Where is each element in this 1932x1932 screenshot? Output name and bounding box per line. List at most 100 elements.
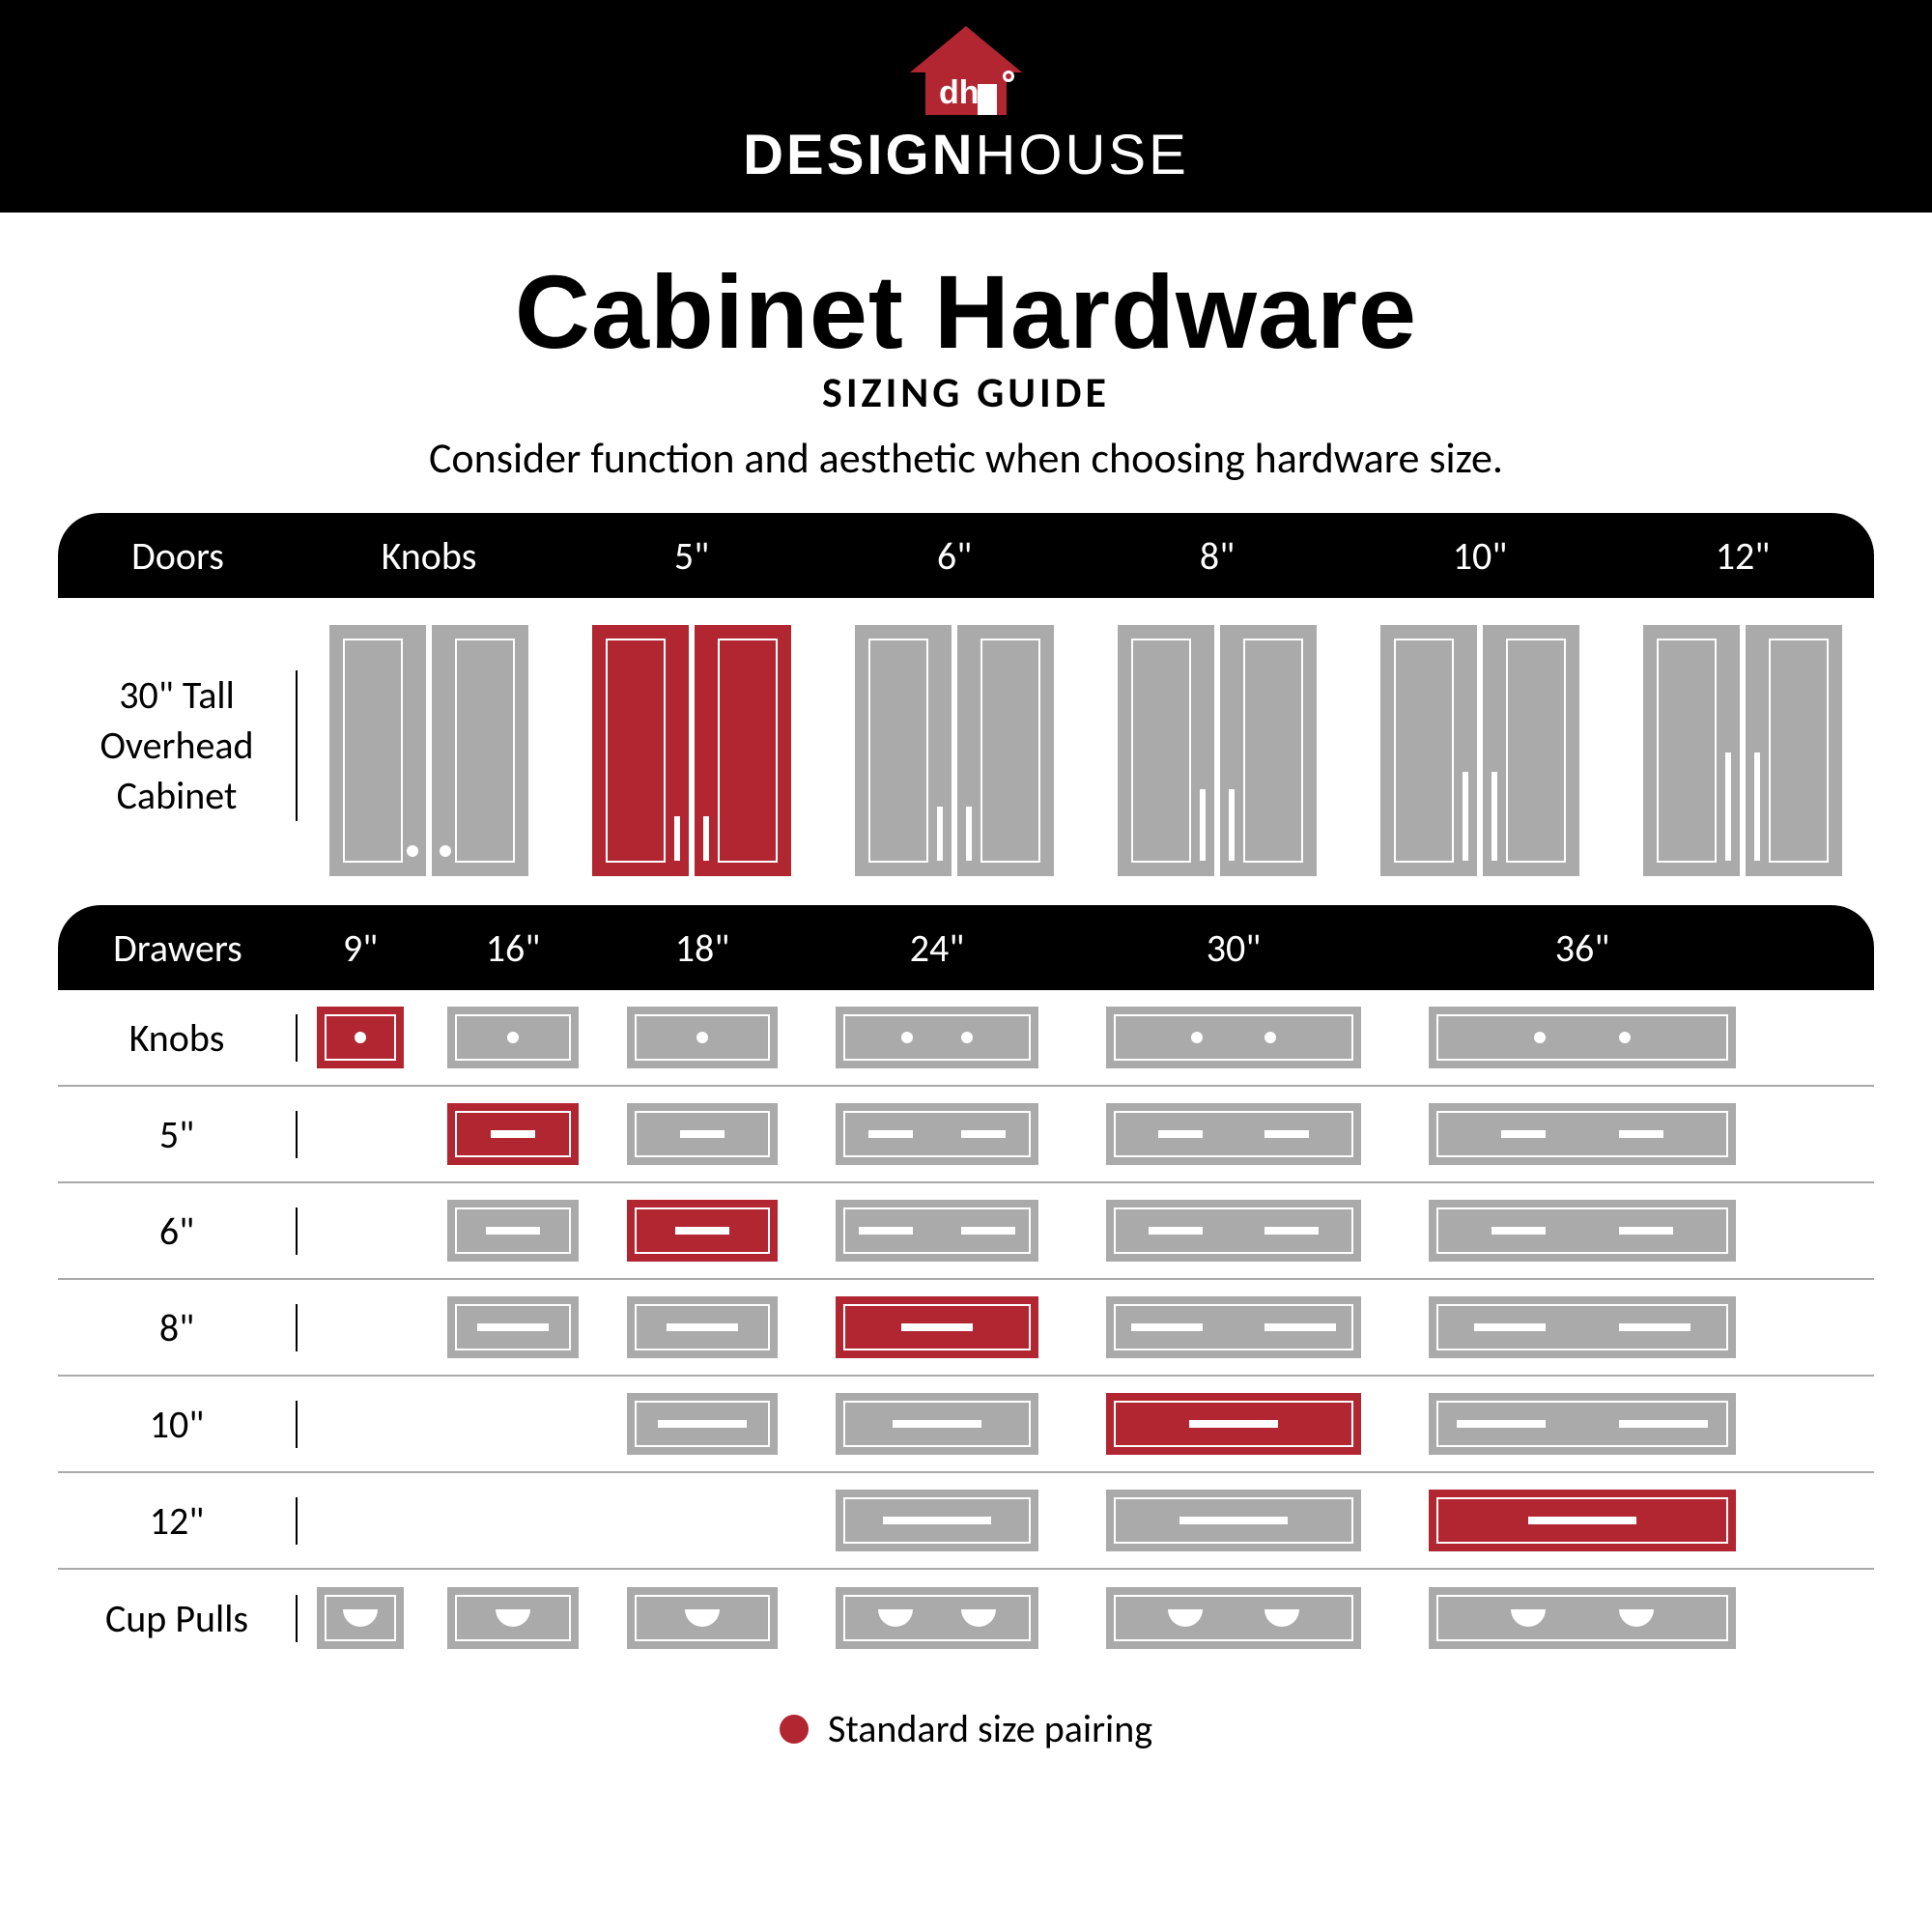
drawer-cell: [802, 1087, 1072, 1181]
drawers-col-header: 30": [1072, 924, 1395, 972]
drawer-cell: [1395, 1280, 1770, 1375]
drawer-icon: [1106, 1200, 1361, 1262]
drawers-header-row: Drawers 9"16"18"24"30"36": [58, 905, 1874, 990]
doors-header-label: Doors: [58, 532, 298, 580]
drawer-icon: [836, 1490, 1038, 1551]
drawer-row: 6": [58, 1183, 1874, 1280]
headings: Cabinet Hardware SIZING GUIDE Consider f…: [0, 213, 1932, 513]
drawer-icon: [1429, 1200, 1736, 1262]
drawer-icon: [447, 1007, 579, 1068]
drawer-cell: [603, 990, 802, 1085]
drawer-cell: [1395, 1473, 1770, 1568]
drawer-icon: [627, 1393, 778, 1455]
drawers-col-header: 24": [802, 924, 1072, 972]
page-desc: Consider function and aesthetic when cho…: [0, 432, 1932, 484]
drawer-cell: [423, 1087, 603, 1181]
doors-row-label: 30" TallOverheadCabinet: [58, 670, 298, 821]
cabinet-icon: [1643, 625, 1842, 876]
drawer-cell: [423, 1377, 603, 1471]
door-cell: [1611, 615, 1874, 876]
cabinet-icon: [855, 625, 1054, 876]
drawers-col-header: 16": [423, 924, 603, 972]
door-cell: [1086, 615, 1349, 876]
drawer-cell: [1072, 1377, 1395, 1471]
drawer-cell: [603, 1087, 802, 1181]
drawer-icon: [447, 1103, 579, 1165]
house-icon: dh: [908, 26, 1024, 123]
drawer-icon: [317, 1587, 404, 1649]
drawer-icon: [447, 1587, 579, 1649]
drawer-cell: [1395, 1570, 1770, 1666]
drawer-icon: [836, 1200, 1038, 1262]
drawer-cell: [298, 1087, 423, 1181]
drawers-col-header: 36": [1395, 924, 1770, 972]
doors-header-row: Doors Knobs5"6"8"10"12": [58, 513, 1874, 598]
drawer-cell: [423, 1473, 603, 1568]
drawer-cell: [298, 1570, 423, 1666]
drawer-row: 8": [58, 1280, 1874, 1377]
drawer-cell: [1072, 1280, 1395, 1375]
cabinet-icon: [1380, 625, 1579, 876]
drawer-row: 5": [58, 1087, 1874, 1183]
legend: Standard size pairing: [0, 1705, 1932, 1752]
door-cell: [1349, 615, 1611, 876]
drawer-row: Knobs: [58, 990, 1874, 1087]
drawer-cell: [423, 990, 603, 1085]
drawer-cell: [298, 990, 423, 1085]
doors-section: Doors Knobs5"6"8"10"12" 30" TallOverhead…: [58, 513, 1874, 876]
drawer-cell: [423, 1280, 603, 1375]
drawer-icon: [836, 1296, 1038, 1358]
door-cell: [823, 615, 1086, 876]
drawer-cell: [298, 1377, 423, 1471]
drawer-cell: [1395, 1377, 1770, 1471]
drawers-section: Drawers 9"16"18"24"30"36" Knobs5" 6" 8"10"…: [58, 905, 1874, 1666]
brand-name-thin: HOUSE: [976, 124, 1189, 186]
doors-col-header: 5": [560, 532, 823, 580]
drawers-header-label: Drawers: [58, 924, 298, 972]
drawer-icon: [1429, 1393, 1736, 1455]
drawer-icon: [317, 1007, 404, 1068]
drawer-icon: [1429, 1007, 1736, 1068]
drawer-row-label: Cup Pulls: [58, 1595, 298, 1642]
drawer-cell: [1395, 1183, 1770, 1278]
drawer-cell: [802, 1377, 1072, 1471]
drawers-col-header: 9": [298, 924, 423, 972]
drawer-cell: [603, 1377, 802, 1471]
brand-name-bold: DESIGN: [743, 124, 975, 186]
drawer-icon: [1106, 1393, 1361, 1455]
drawer-icon: [627, 1007, 778, 1068]
cabinet-icon: [592, 625, 791, 876]
drawer-cell: [1072, 1570, 1395, 1666]
drawer-icon: [627, 1103, 778, 1165]
drawer-cell: [1072, 1087, 1395, 1181]
drawer-cell: [1072, 990, 1395, 1085]
drawer-cell: [802, 1183, 1072, 1278]
legend-dot-icon: [780, 1715, 809, 1744]
drawer-icon: [1106, 1103, 1361, 1165]
drawer-cell: [1072, 1183, 1395, 1278]
drawer-icon: [627, 1296, 778, 1358]
drawer-cell: [298, 1183, 423, 1278]
drawer-row: 10": [58, 1377, 1874, 1473]
door-cell: [298, 615, 560, 876]
cabinet-icon: [329, 625, 528, 876]
drawer-icon: [1429, 1490, 1736, 1551]
doors-col-header: 12": [1611, 532, 1874, 580]
drawer-cell: [1395, 990, 1770, 1085]
legend-text: Standard size pairing: [828, 1705, 1152, 1752]
drawer-cell: [1395, 1087, 1770, 1181]
drawer-row: Cup Pulls: [58, 1570, 1874, 1666]
brand-banner: dh DESIGNHOUSE: [0, 0, 1932, 213]
svg-text:dh: dh: [939, 74, 980, 111]
drawer-cell: [423, 1183, 603, 1278]
page-title: Cabinet Hardware: [0, 251, 1932, 372]
drawer-row-label: 6": [58, 1208, 298, 1255]
brand-name: DESIGNHOUSE: [743, 123, 1189, 187]
drawer-cell: [802, 1473, 1072, 1568]
drawer-icon: [447, 1296, 579, 1358]
brand-logo: dh DESIGNHOUSE: [743, 26, 1189, 187]
drawer-icon: [447, 1200, 579, 1262]
drawer-icon: [836, 1393, 1038, 1455]
page-subtitle: SIZING GUIDE: [0, 366, 1932, 418]
drawer-icon: [1429, 1103, 1736, 1165]
